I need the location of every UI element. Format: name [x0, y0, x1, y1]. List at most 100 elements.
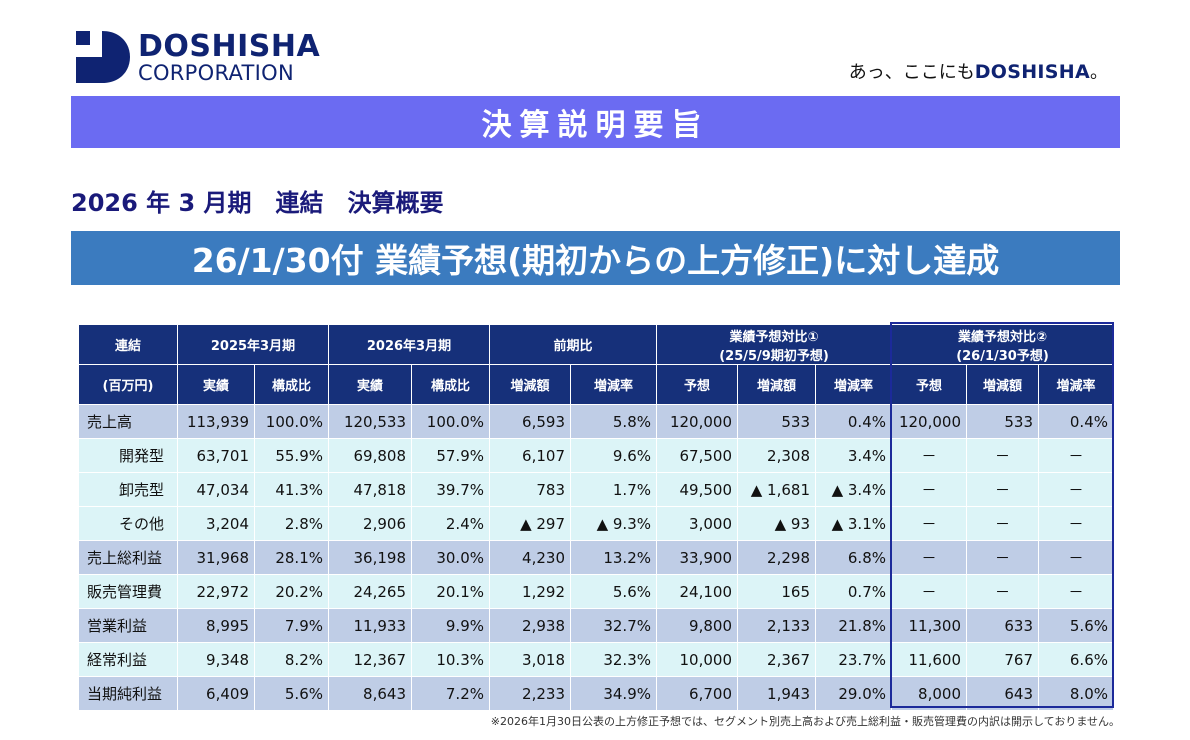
- table-cell: 533: [966, 404, 1039, 439]
- table-cell: 3.4%: [815, 438, 892, 473]
- table-cell: 41.3%: [254, 472, 329, 507]
- table-cell: 7.2%: [411, 676, 490, 711]
- table-cell: 3,000: [656, 506, 738, 541]
- row-label: その他: [78, 506, 178, 541]
- doshisha-logo-mark: [76, 31, 130, 83]
- table-cell: 2,298: [737, 540, 816, 575]
- table-cell: ▲ 3.1%: [815, 506, 892, 541]
- table-cell: 165: [737, 574, 816, 609]
- table-cell: 47,034: [177, 472, 255, 507]
- header-forecast-1: 業績予想対比① (25/5/9期初予想): [656, 324, 892, 365]
- table-cell: 5.6%: [254, 676, 329, 711]
- table-cell: 8,000: [891, 676, 967, 711]
- table-cell: 32.7%: [570, 608, 657, 643]
- table-cell: ▲ 9.3%: [570, 506, 657, 541]
- header-col: 増減率: [815, 364, 892, 405]
- table-cell: 2.4%: [411, 506, 490, 541]
- table-cell: －: [966, 506, 1039, 541]
- table-cell: 8.0%: [1038, 676, 1114, 711]
- table-cell: －: [891, 506, 967, 541]
- title-banner: 決算説明要旨: [71, 96, 1120, 148]
- header-col: 増減額: [966, 364, 1039, 405]
- logo-text-primary: DOSHISHA: [138, 29, 321, 64]
- table-cell: 39.7%: [411, 472, 490, 507]
- table-cell: 11,300: [891, 608, 967, 643]
- table-cell: 55.9%: [254, 438, 329, 473]
- results-table-wrapper: 連結 2025年3月期 2026年3月期 前期比 業績予想対比① (25/5/9…: [78, 324, 1114, 711]
- table-cell: －: [1038, 472, 1114, 507]
- table-cell: 9,348: [177, 642, 255, 677]
- table-cell: －: [891, 438, 967, 473]
- header-col: 増減率: [570, 364, 657, 405]
- table-cell: －: [966, 540, 1039, 575]
- table-cell: 0.4%: [815, 404, 892, 439]
- table-row: 卸売型 47,034 41.3% 47,818 39.7% 783 1.7% 49,500 ▲ …: [78, 472, 1114, 507]
- headline-text: 26/1/30付 業績予想(期初からの上方修正)に対し達成: [191, 241, 1000, 280]
- row-label: 販売管理費: [78, 574, 178, 609]
- table-cell: 30.0%: [411, 540, 490, 575]
- table-cell: －: [966, 438, 1039, 473]
- table-cell: 643: [966, 676, 1039, 711]
- table-cell: 6,409: [177, 676, 255, 711]
- table-cell: 23.7%: [815, 642, 892, 677]
- table-cell: 2,367: [737, 642, 816, 677]
- table-cell: 22,972: [177, 574, 255, 609]
- table-cell: －: [1038, 574, 1114, 609]
- table-row: 売上総利益 31,968 28.1% 36,198 30.0% 4,230 13.2% 33,…: [78, 540, 1114, 575]
- table-cell: 3,204: [177, 506, 255, 541]
- table-cell: 100.0%: [411, 404, 490, 439]
- table-cell: 33,900: [656, 540, 738, 575]
- table-cell: －: [891, 574, 967, 609]
- table-cell: 67,500: [656, 438, 738, 473]
- table-cell: －: [1038, 438, 1114, 473]
- table-cell: 120,000: [891, 404, 967, 439]
- row-label: 売上高: [78, 404, 178, 439]
- table-cell: 9,800: [656, 608, 738, 643]
- table-cell: 2,133: [737, 608, 816, 643]
- header-col: 予想: [656, 364, 738, 405]
- table-cell: 49,500: [656, 472, 738, 507]
- table-cell: 0.7%: [815, 574, 892, 609]
- header-col: 構成比: [254, 364, 329, 405]
- header-col: 構成比: [411, 364, 490, 405]
- header-col: 増減率: [1038, 364, 1114, 405]
- table-cell: 29.0%: [815, 676, 892, 711]
- table-cell: 783: [489, 472, 571, 507]
- headline-banner: 26/1/30付 業績予想(期初からの上方修正)に対し達成: [71, 231, 1120, 285]
- header-consolidated: 連結: [78, 324, 178, 365]
- table-cell: －: [966, 574, 1039, 609]
- table-cell: 6,700: [656, 676, 738, 711]
- table-cell: 1,943: [737, 676, 816, 711]
- header-unit: (百万円): [78, 364, 178, 405]
- table-cell: ▲ 1,681: [737, 472, 816, 507]
- table-cell: 24,265: [328, 574, 412, 609]
- table-cell: 12,367: [328, 642, 412, 677]
- slogan-suffix: 。: [1090, 62, 1108, 83]
- table-cell: 47,818: [328, 472, 412, 507]
- header-yoy: 前期比: [489, 324, 657, 365]
- row-label: 開発型: [78, 438, 178, 473]
- header-col: 増減額: [489, 364, 571, 405]
- table-cell: 7.9%: [254, 608, 329, 643]
- table-cell: 6.8%: [815, 540, 892, 575]
- table-cell: 20.2%: [254, 574, 329, 609]
- table-cell: ▲ 93: [737, 506, 816, 541]
- table-cell: 8.2%: [254, 642, 329, 677]
- banner-title: 決算説明要旨: [481, 108, 710, 143]
- table-cell: 5.6%: [1038, 608, 1114, 643]
- footnote: ※2026年1月30日公表の上方修正予想では、セグメント別売上高および売上総利益…: [490, 715, 1120, 728]
- section-subtitle: 2026 年 3 月期 連結 決算概要: [71, 189, 444, 217]
- table-cell: 10.3%: [411, 642, 490, 677]
- row-label: 当期純利益: [78, 676, 178, 711]
- table-cell: 32.3%: [570, 642, 657, 677]
- table-cell: 5.8%: [570, 404, 657, 439]
- header-col: 増減額: [737, 364, 816, 405]
- table-cell: 1.7%: [570, 472, 657, 507]
- results-table: 連結 2025年3月期 2026年3月期 前期比 業績予想対比① (25/5/9…: [78, 324, 1114, 711]
- row-label: 売上総利益: [78, 540, 178, 575]
- table-cell: 1,292: [489, 574, 571, 609]
- table-cell: 11,600: [891, 642, 967, 677]
- table-cell: 6,593: [489, 404, 571, 439]
- row-label: 経常利益: [78, 642, 178, 677]
- table-cell: 20.1%: [411, 574, 490, 609]
